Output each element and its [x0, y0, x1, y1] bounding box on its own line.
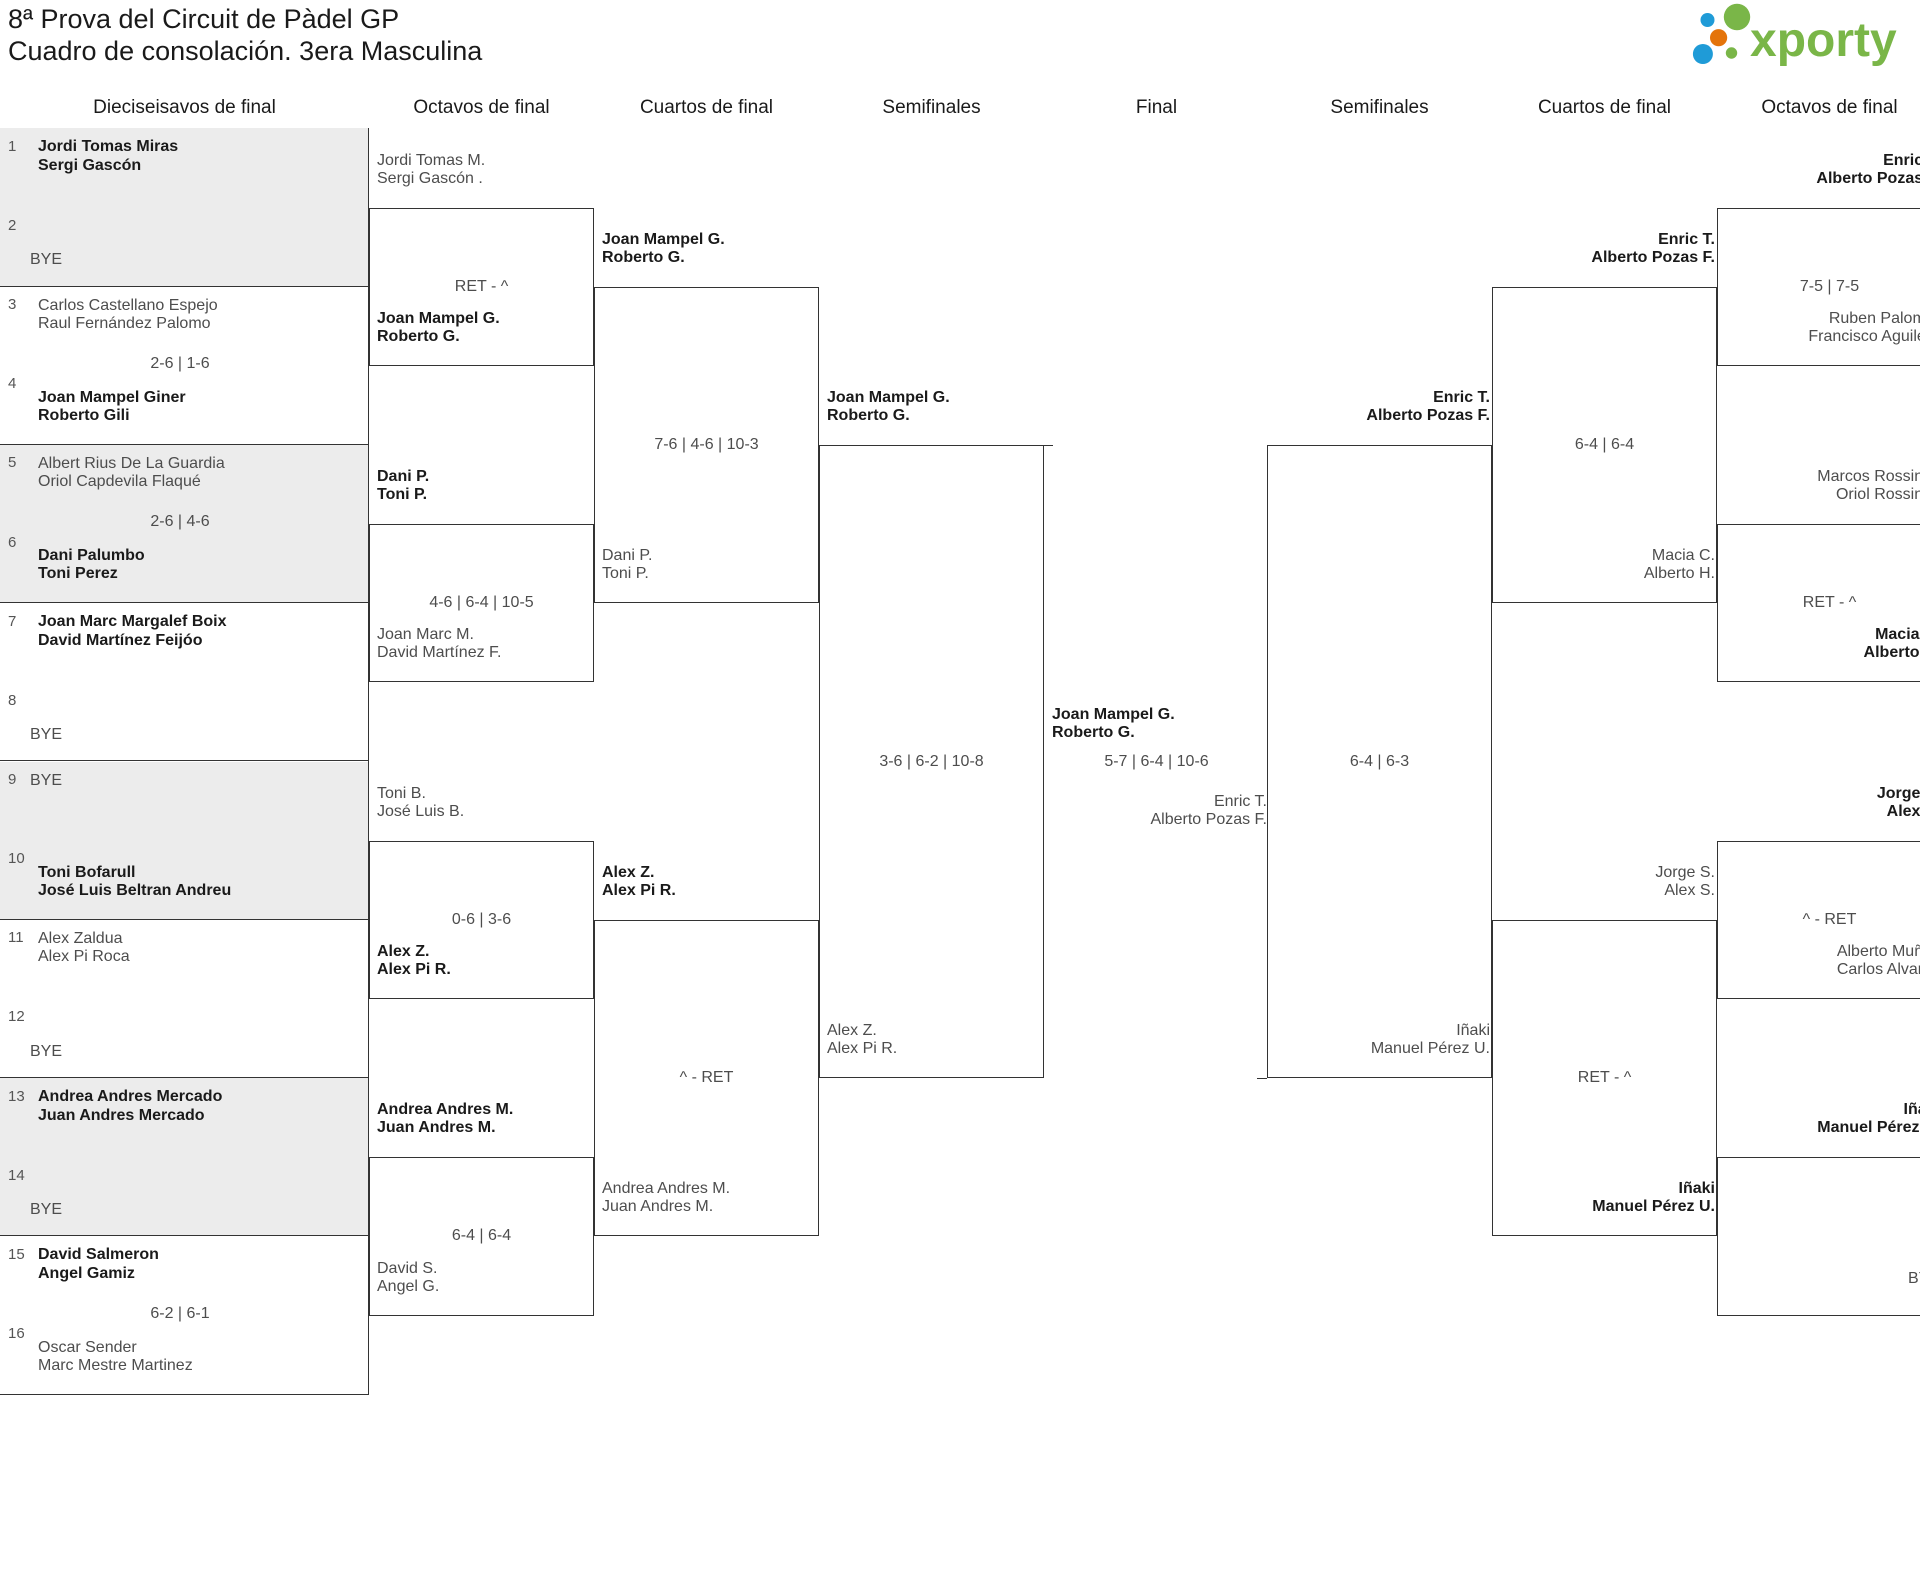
svg-text:xporty: xporty [1750, 14, 1897, 67]
